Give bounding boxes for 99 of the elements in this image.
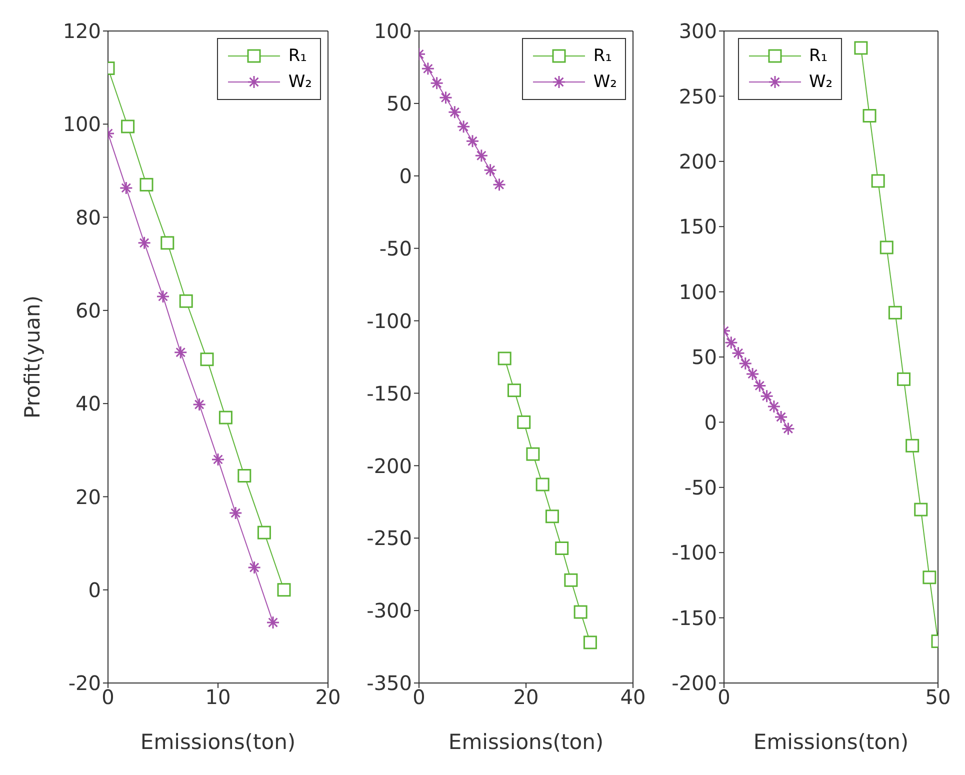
point (517, 415, 531, 429)
point (138, 236, 152, 250)
point (752, 378, 766, 392)
y-tick-label: 50 (386, 92, 412, 116)
point (760, 389, 774, 403)
point (564, 573, 578, 587)
y-tick-label: -200 (366, 454, 412, 478)
point (119, 181, 133, 195)
y-tick-label: -150 (366, 381, 412, 406)
point (160, 236, 174, 250)
point (277, 583, 291, 597)
point (922, 570, 936, 584)
point (228, 506, 242, 520)
point (484, 163, 498, 177)
y-tick-label: 0 (399, 164, 412, 188)
point (888, 306, 902, 320)
x-tick-label: 20 (513, 685, 539, 710)
point (238, 469, 252, 483)
y-tick-label: -250 (366, 526, 412, 550)
point (257, 526, 271, 540)
point (156, 290, 170, 304)
legend-label: R₁ (288, 46, 308, 66)
point (862, 109, 876, 123)
point (536, 478, 550, 492)
y-tick-label: 100 (62, 112, 101, 136)
point (192, 398, 206, 412)
x-tick-label: 20 (315, 685, 341, 710)
point (746, 367, 760, 381)
y-tick-label: -20 (68, 671, 101, 696)
point (121, 120, 135, 134)
point (555, 542, 569, 556)
y-tick-label: -300 (366, 598, 412, 623)
y-tick-label: 80 (76, 205, 101, 230)
legend-label: W₂ (288, 72, 312, 92)
point (218, 410, 232, 424)
y-tick-label: 0 (88, 578, 101, 602)
x-tick-label: 50 (925, 685, 951, 710)
y-tick-label: -200 (672, 671, 717, 696)
point (507, 384, 521, 398)
y-tick-label: 100 (678, 280, 717, 304)
y-tick-label: 0 (704, 410, 717, 434)
point (266, 616, 280, 630)
point (781, 422, 795, 436)
y-tick-label: 120 (62, 19, 101, 44)
y-tick-label: -100 (672, 540, 717, 565)
point (724, 336, 738, 350)
y-tick-label: -350 (366, 671, 412, 696)
y-tick-label: 250 (678, 84, 717, 108)
point (421, 62, 435, 76)
point (774, 410, 788, 424)
y-tick-label: 20 (76, 484, 101, 509)
point (430, 76, 444, 90)
point (738, 356, 752, 370)
point (439, 90, 452, 104)
y-tick-label: 60 (76, 298, 101, 323)
point (448, 105, 462, 119)
point (871, 174, 885, 188)
x-axis-title: Emissions(ton) (448, 730, 604, 754)
y-tick-label: 100 (374, 19, 412, 44)
y-tick-label: 300 (678, 19, 717, 44)
legend-label: W₂ (593, 72, 617, 92)
y-tick-label: -100 (366, 308, 412, 333)
point (732, 346, 745, 360)
x-axis-title: Emissions(ton) (140, 730, 296, 754)
y-tick-label: 40 (76, 392, 101, 416)
point (174, 346, 188, 360)
legend-label: W₂ (809, 72, 833, 92)
x-axis-title: Emissions(ton) (753, 730, 909, 754)
point (498, 352, 512, 366)
point (200, 352, 214, 366)
point (492, 178, 506, 192)
point (880, 240, 894, 254)
point (466, 134, 480, 148)
x-tick-label: 10 (205, 685, 231, 710)
y-tick-label: -50 (379, 236, 412, 260)
y-tick-label: 50 (692, 345, 717, 370)
point (248, 560, 262, 574)
point (456, 120, 470, 134)
point (854, 41, 868, 55)
point (767, 400, 781, 414)
point (474, 148, 488, 162)
y-tick-label: -50 (684, 476, 717, 500)
point (574, 605, 588, 619)
point (583, 636, 597, 650)
x-tick-label: 40 (620, 685, 646, 710)
point (179, 294, 193, 308)
y-tick-label: -150 (672, 606, 717, 630)
y-tick-label: 150 (678, 214, 717, 239)
point (545, 510, 559, 524)
point (906, 438, 920, 452)
point (140, 178, 154, 192)
point (211, 452, 225, 466)
y-tick-label: 200 (678, 150, 717, 174)
point (897, 372, 911, 386)
point (914, 502, 928, 516)
y-axis-title: Profit(yuan) (20, 295, 44, 419)
point (526, 447, 540, 461)
legend-label: R₁ (809, 46, 828, 66)
legend-label: R₁ (593, 46, 612, 66)
